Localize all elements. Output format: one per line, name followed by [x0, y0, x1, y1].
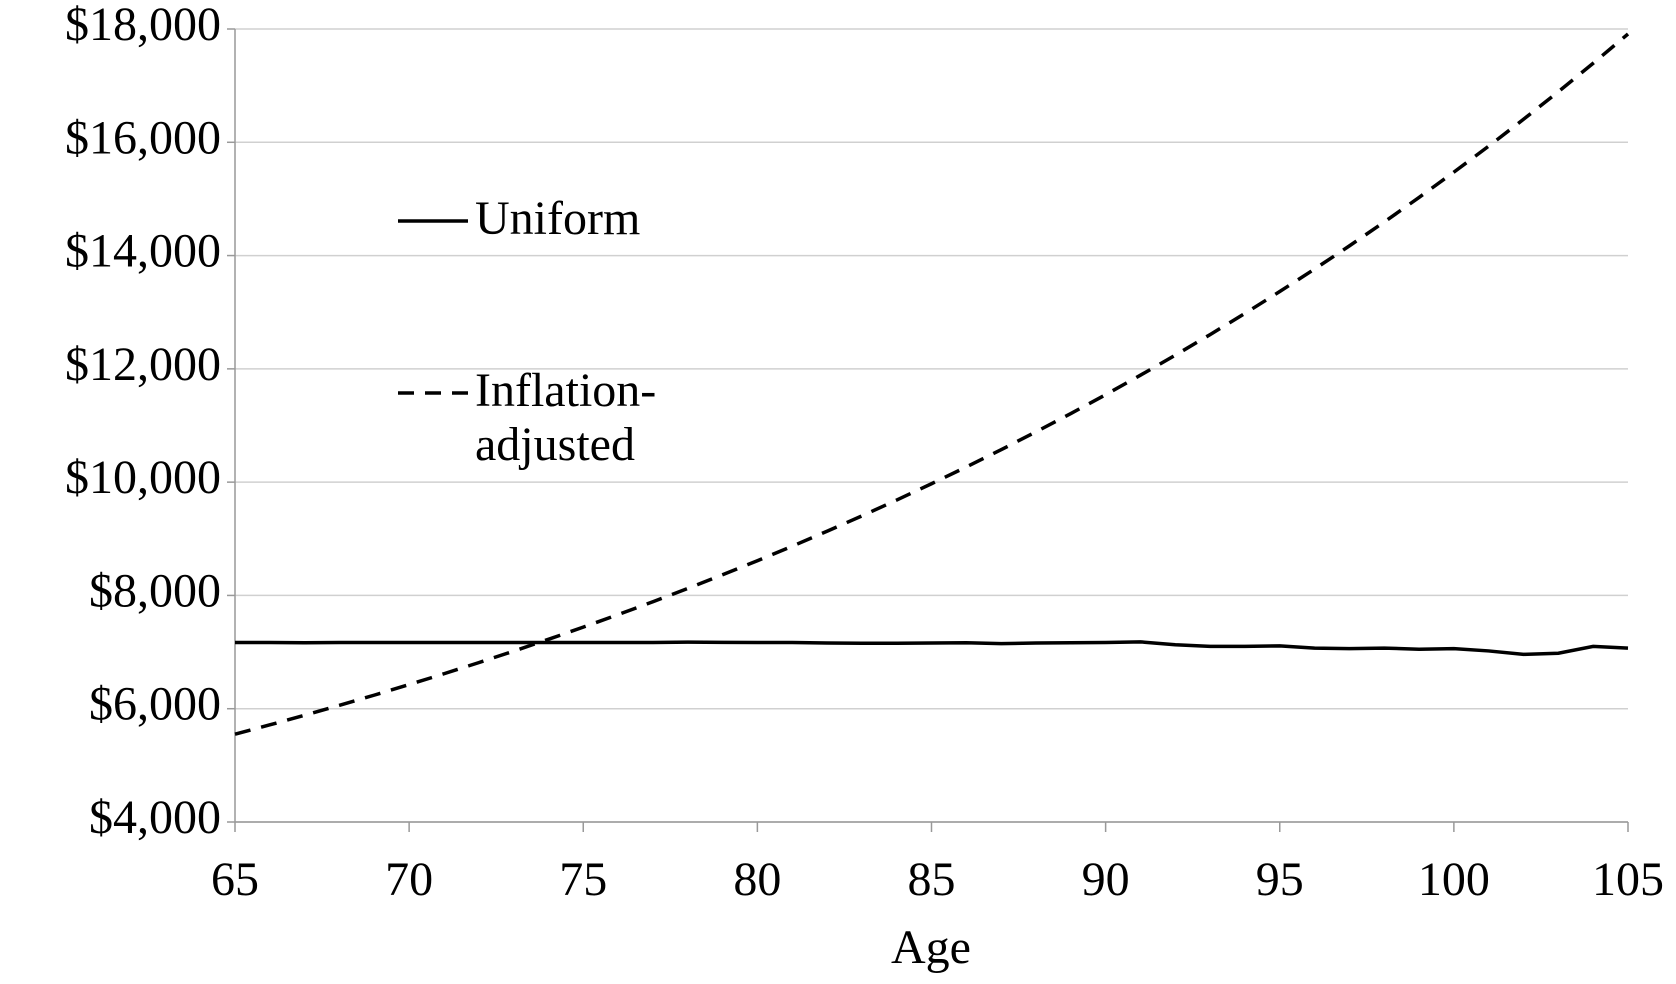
y-tick-label: $6,000 — [89, 678, 221, 731]
x-tick-label: 70 — [385, 853, 433, 906]
x-tick-label: 100 — [1418, 853, 1490, 906]
x-tick-label: 75 — [559, 853, 607, 906]
x-axis-label: Age — [891, 921, 971, 974]
series-line — [235, 640, 1629, 657]
x-tick-label: 95 — [1256, 853, 1304, 906]
x-tick-label: 80 — [733, 853, 781, 906]
x-tick-label: 90 — [1082, 853, 1130, 906]
x-tick-label: 85 — [908, 853, 956, 906]
series-line — [234, 32, 1630, 736]
legend-label: Uniform — [475, 192, 641, 245]
legend-label: Inflation-adjusted — [475, 364, 657, 471]
y-tick-label: $18,000 — [65, 0, 221, 51]
y-tick-label: $16,000 — [65, 111, 221, 164]
x-tick-label: 105 — [1592, 853, 1664, 906]
y-tick-label: $12,000 — [65, 338, 221, 391]
y-tick-label: $10,000 — [65, 451, 221, 504]
x-tick-label: 65 — [211, 853, 259, 906]
y-tick-label: $14,000 — [65, 225, 221, 278]
y-tick-label: $4,000 — [89, 791, 221, 844]
y-tick-label: $8,000 — [89, 564, 221, 617]
